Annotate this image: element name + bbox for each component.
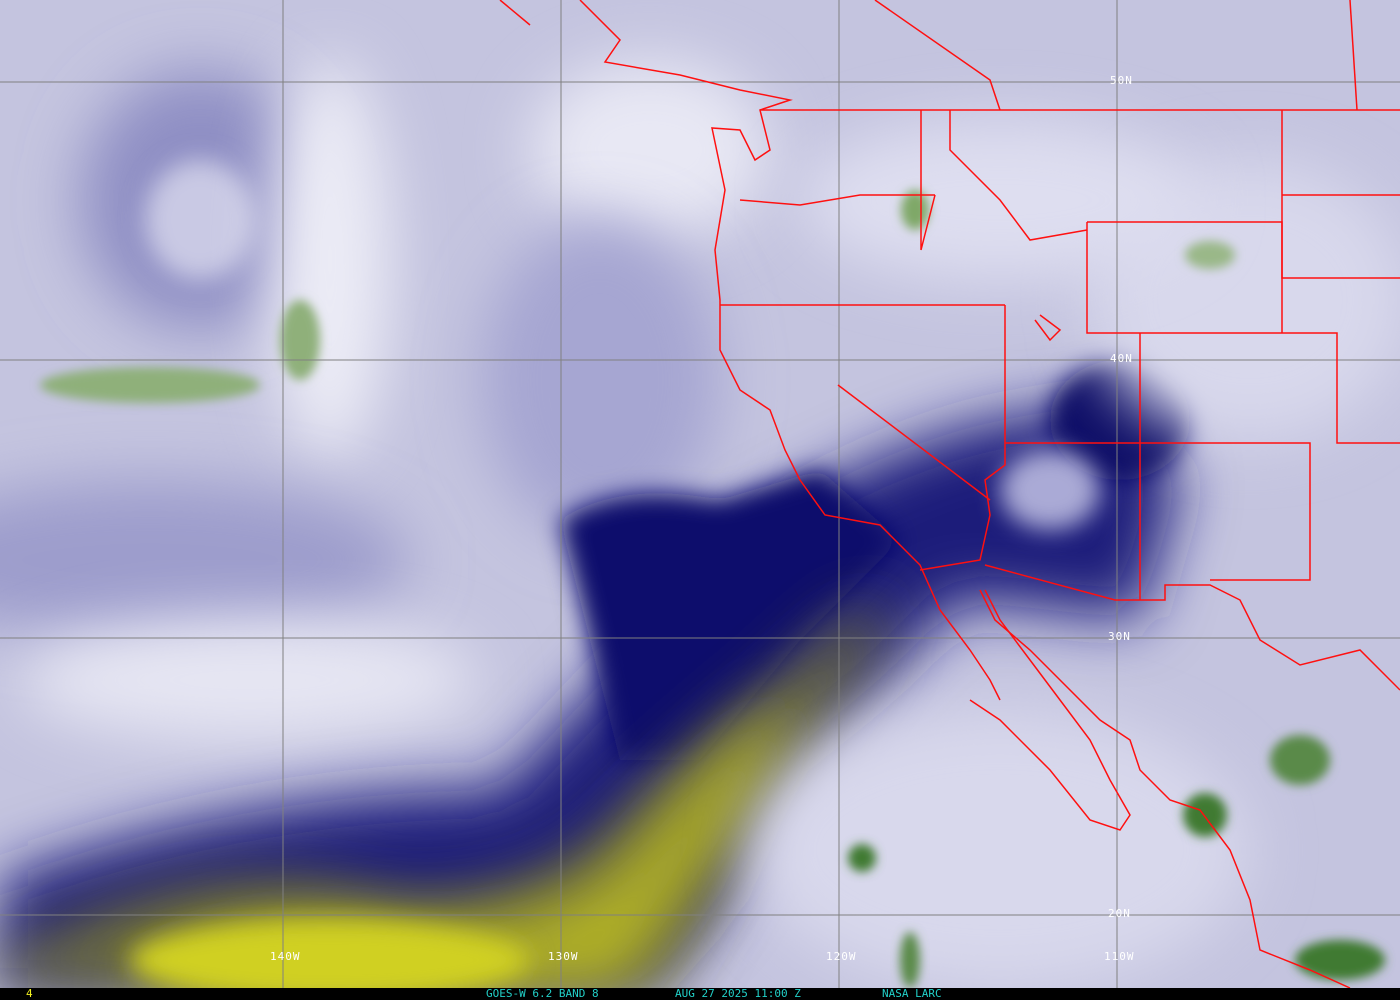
lat-label-30n: 30N — [1108, 630, 1131, 643]
lon-label-140w: 140W — [270, 950, 301, 963]
political-boundaries — [499, 0, 1400, 988]
lat-label-50n: 50N — [1110, 74, 1133, 87]
frame-number: 4 — [26, 987, 33, 1000]
lon-label-110w: 110W — [1104, 950, 1135, 963]
data-source: NASA LARC — [882, 987, 942, 1000]
timestamp: AUG 27 2025 11:00 Z — [675, 987, 801, 1000]
lat-label-40n: 40N — [1110, 352, 1133, 365]
status-bar: 4 GOES-W 6.2 BAND 8 AUG 27 2025 11:00 Z … — [0, 988, 1400, 1000]
satellite-band: GOES-W 6.2 BAND 8 — [486, 987, 599, 1000]
lat-label-20n: 20N — [1108, 907, 1131, 920]
lon-label-130w: 130W — [548, 950, 579, 963]
lon-label-120w: 120W — [826, 950, 857, 963]
